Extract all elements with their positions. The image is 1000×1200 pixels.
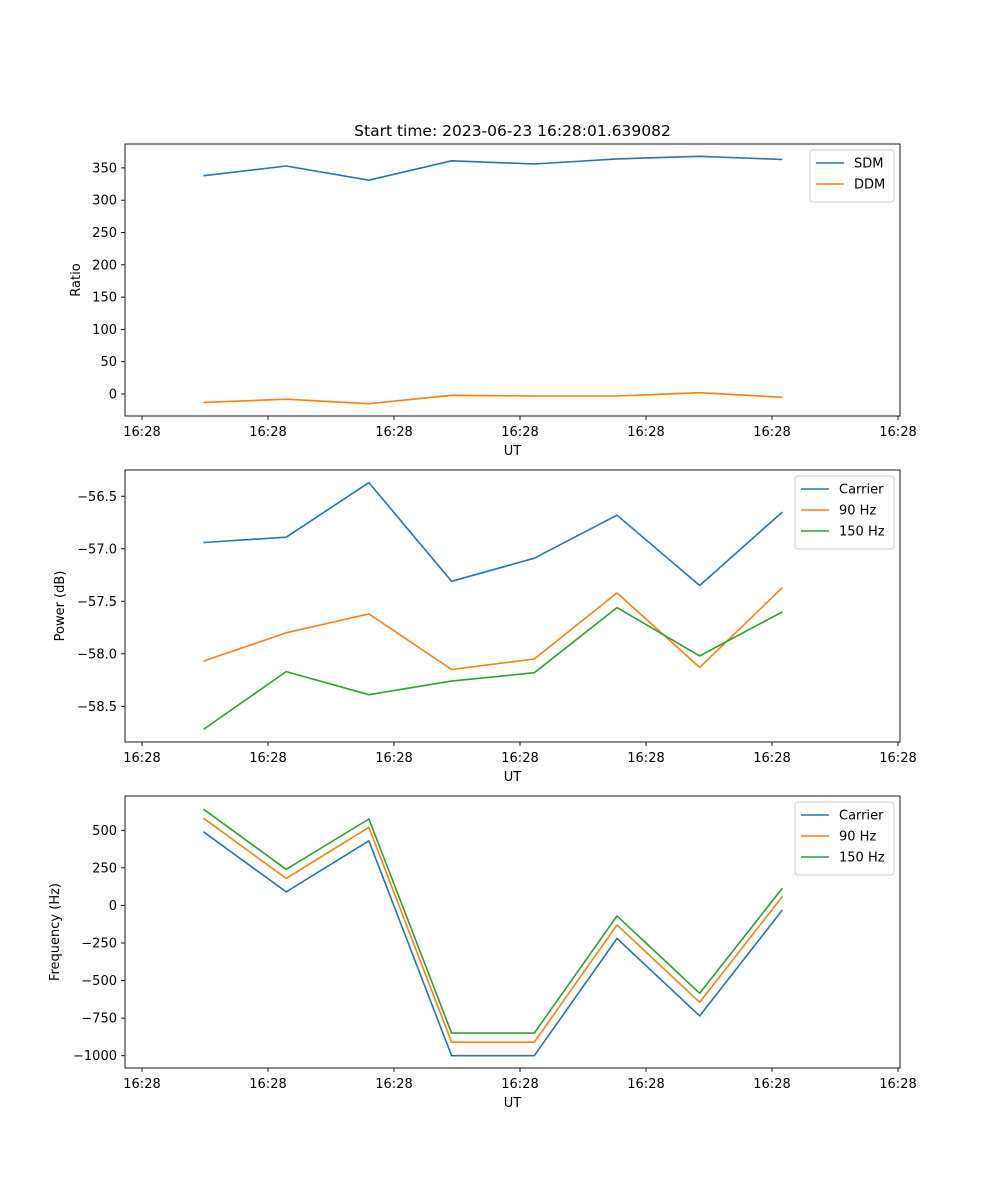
y-tick-label: 0 bbox=[109, 388, 117, 403]
y-tick-label: 250 bbox=[92, 861, 117, 876]
y-axis-label: Power (dB) bbox=[53, 571, 68, 642]
x-tick-label: 16:28 bbox=[501, 751, 538, 766]
plot-area-frame bbox=[124, 795, 901, 1069]
legend-label: Carrier bbox=[839, 809, 884, 824]
x-tick-label: 16:28 bbox=[627, 751, 664, 766]
legend-label: Carrier bbox=[839, 483, 884, 498]
series-line-150-hz bbox=[203, 808, 784, 1034]
x-tick-label: 16:28 bbox=[375, 1077, 412, 1092]
y-tick-label: −56.5 bbox=[77, 490, 117, 505]
panel-ratio: 16:2816:2816:2816:2816:2816:2816:2816:29… bbox=[69, 143, 917, 459]
figure-title: Start time: 2023-06-23 16:28:01.639082 bbox=[354, 122, 671, 140]
y-tick-label: 0 bbox=[109, 899, 117, 914]
panel-frequency: 16:2816:2816:2816:2816:2816:2816:2816:29… bbox=[48, 795, 917, 1111]
y-tick-label: −57.0 bbox=[77, 542, 117, 557]
y-tick-label: 200 bbox=[92, 258, 117, 273]
y-tick-label: 50 bbox=[100, 355, 117, 370]
y-tick-label: −750 bbox=[81, 1012, 117, 1027]
legend-label: 90 Hz bbox=[839, 830, 876, 845]
y-tick-label: −58.0 bbox=[77, 647, 117, 662]
legend-label: DDM bbox=[854, 178, 885, 193]
y-tick-label: 500 bbox=[92, 824, 117, 839]
series-line-90-hz bbox=[203, 587, 783, 671]
x-tick-label: 16:28 bbox=[627, 425, 664, 440]
series-line-carrier bbox=[203, 831, 784, 1057]
legend-label: SDM bbox=[854, 157, 883, 172]
y-tick-label: 100 bbox=[92, 323, 117, 338]
y-tick-label: −250 bbox=[81, 936, 117, 951]
y-tick-label: 150 bbox=[92, 291, 117, 306]
y-axis-label: Ratio bbox=[69, 263, 84, 296]
x-tick-label: 16:28 bbox=[879, 1077, 916, 1092]
x-axis-label: UT bbox=[504, 770, 522, 785]
x-tick-label: 16:28 bbox=[753, 1077, 790, 1092]
plot-area-frame bbox=[124, 143, 901, 417]
series-line-carrier bbox=[203, 481, 783, 587]
legend-label: 90 Hz bbox=[839, 504, 876, 519]
y-tick-label: 350 bbox=[92, 161, 117, 176]
y-tick-label: −500 bbox=[81, 974, 117, 989]
series-line-ddm bbox=[203, 391, 783, 405]
plot-area-frame bbox=[124, 469, 901, 743]
y-tick-label: −1000 bbox=[73, 1049, 117, 1064]
x-tick-label: 16:28 bbox=[375, 751, 412, 766]
x-tick-label: 16:28 bbox=[501, 425, 538, 440]
x-tick-label: 16:28 bbox=[123, 425, 160, 440]
x-axis-label: UT bbox=[504, 1096, 522, 1111]
x-tick-label: 16:28 bbox=[249, 751, 286, 766]
x-tick-label: 16:28 bbox=[249, 425, 286, 440]
x-tick-label: 16:28 bbox=[627, 1077, 664, 1092]
y-tick-label: −57.5 bbox=[77, 595, 117, 610]
series-line-sdm bbox=[203, 155, 783, 181]
x-tick-label: 16:28 bbox=[753, 425, 790, 440]
x-tick-label: 16:28 bbox=[879, 751, 916, 766]
y-tick-label: 250 bbox=[92, 226, 117, 241]
x-axis-label: UT bbox=[504, 444, 522, 459]
legend-label: 150 Hz bbox=[839, 525, 885, 540]
series-line-90-hz bbox=[203, 817, 784, 1043]
x-tick-label: 16:28 bbox=[249, 1077, 286, 1092]
x-tick-label: 16:28 bbox=[879, 425, 916, 440]
x-tick-label: 16:28 bbox=[375, 425, 412, 440]
y-axis-label: Frequency (Hz) bbox=[48, 883, 63, 981]
series-line-150-hz bbox=[203, 606, 783, 731]
x-tick-label: 16:28 bbox=[753, 751, 790, 766]
x-tick-label: 16:28 bbox=[123, 751, 160, 766]
y-tick-label: −58.5 bbox=[77, 700, 117, 715]
x-tick-label: 16:28 bbox=[501, 1077, 538, 1092]
y-tick-label: 300 bbox=[92, 194, 117, 209]
legend-label: 150 Hz bbox=[839, 851, 885, 866]
x-tick-label: 16:28 bbox=[123, 1077, 160, 1092]
panel-power: 16:2816:2816:2816:2816:2816:2816:2816:29… bbox=[53, 469, 917, 785]
